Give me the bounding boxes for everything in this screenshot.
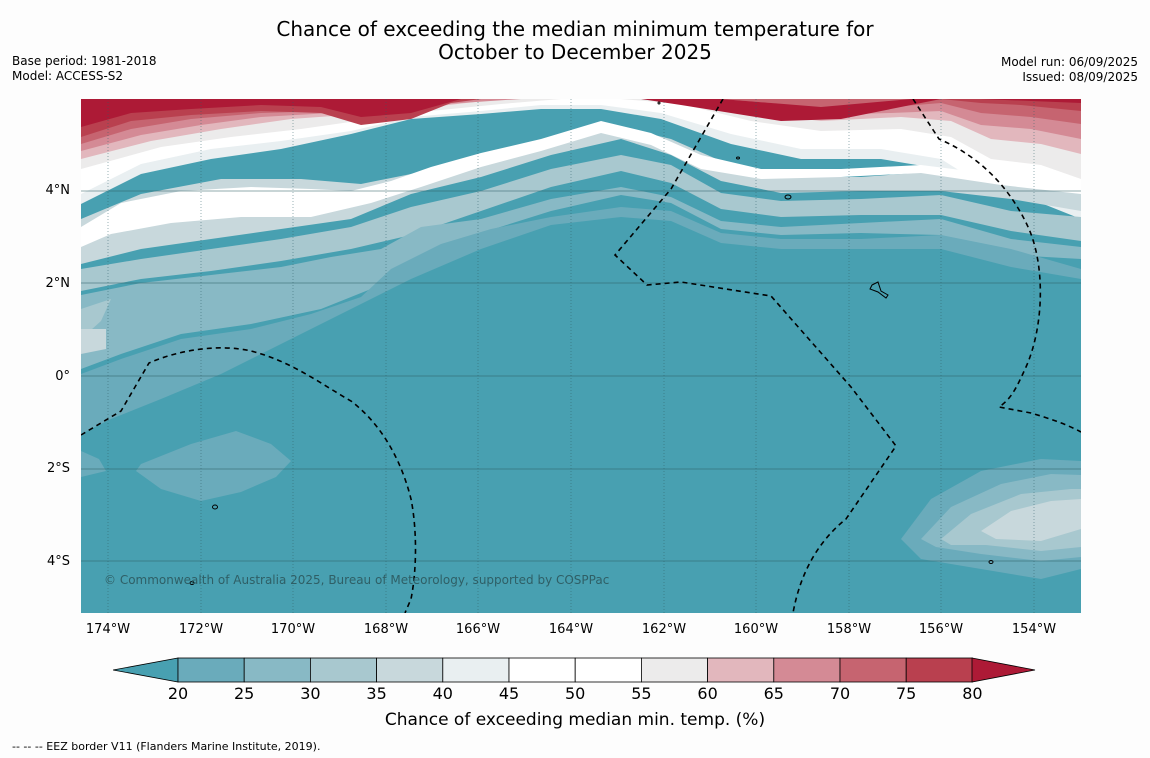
colorbar-box [442, 657, 510, 683]
colorbar-tick-label: 25 [234, 684, 255, 703]
colorbar-box [641, 657, 709, 683]
map-area [81, 99, 1081, 613]
lat-label-2n: 2°N [45, 276, 71, 291]
title-line-1: Chance of exceeding the median minimum t… [276, 17, 874, 41]
colorbar-box [243, 657, 311, 683]
latitude-gridlines [81, 190, 1081, 562]
map-title: Chance of exceeding the median minimum t… [0, 18, 1150, 64]
colorbar-tick-label: 35 [366, 684, 387, 703]
lat-label-4s: 4°S [46, 554, 70, 569]
colorbar-tick-label: 50 [565, 684, 586, 703]
lon-label-164w: 164°W [548, 622, 594, 637]
colorbar-tick-label: 40 [432, 684, 453, 703]
lon-label-172w: 172°W [178, 622, 224, 637]
colorbar-box [905, 657, 973, 683]
colorbar-tick-label: 75 [896, 684, 917, 703]
lon-label-174w: 174°W [85, 622, 131, 637]
colorbar [113, 657, 1036, 683]
colorbar-box [574, 657, 642, 683]
lat-label-0: 0° [55, 369, 70, 384]
meta-left: Base period: 1981-2018 Model: ACCESS-S2 [12, 54, 157, 84]
copyright-notice: © Commonwealth of Australia 2025, Bureau… [104, 573, 610, 587]
colorbar-box [508, 657, 576, 683]
lat-label-4n: 4°N [45, 183, 71, 198]
colorbar-box [177, 657, 245, 683]
lon-label-166w: 166°W [455, 622, 501, 637]
model-name: Model: ACCESS-S2 [12, 69, 124, 83]
colorbar-box [376, 657, 444, 683]
colorbar-box [773, 657, 841, 683]
colorbar-high-extend [971, 657, 1036, 683]
model-run: Model run: 06/09/2025 [1000, 55, 1138, 69]
colorbar-box [839, 657, 907, 683]
map-contours [81, 99, 1081, 613]
colorbar-tick-label: 30 [300, 684, 321, 703]
colorbar-tick-label: 70 [829, 684, 851, 703]
lon-label-158w: 158°W [826, 622, 872, 637]
colorbar-tick-label: 80 [962, 684, 983, 703]
base-period: Base period: 1981-2018 [12, 54, 157, 68]
lon-label-170w: 170°W [270, 622, 316, 637]
colorbar-tick-label: 55 [631, 684, 652, 703]
colorbar-box [707, 657, 775, 683]
islands [189, 101, 994, 585]
colorbar-low-extend [113, 657, 179, 683]
eez-borders [81, 99, 1081, 613]
colorbar-tick-label: 65 [763, 684, 784, 703]
colorbar-tick-label: 60 [697, 684, 718, 703]
lon-label-154w: 154°W [1011, 622, 1057, 637]
issued-date: Issued: 08/09/2025 [1022, 70, 1138, 84]
lon-label-168w: 168°W [363, 622, 409, 637]
colorbar-tick-label: 45 [498, 684, 520, 703]
lat-label-2s: 2°S [46, 461, 70, 476]
colorbar-boxes [177, 657, 973, 683]
meta-right: Model run: 06/09/2025 Issued: 08/09/2025 [1001, 55, 1138, 85]
colorbar-tick-label: 20 [167, 684, 189, 703]
lon-label-156w: 156°W [918, 622, 964, 637]
title-line-2: October to December 2025 [438, 40, 712, 64]
colorbar-label: Chance of exceeding median min. temp. (%… [384, 710, 766, 730]
lon-label-160w: 160°W [733, 622, 779, 637]
colorbar-box [309, 657, 377, 683]
eez-footnote: -- -- -- EEZ border V11 (Flanders Marine… [12, 740, 321, 753]
lon-label-162w: 162°W [641, 622, 687, 637]
